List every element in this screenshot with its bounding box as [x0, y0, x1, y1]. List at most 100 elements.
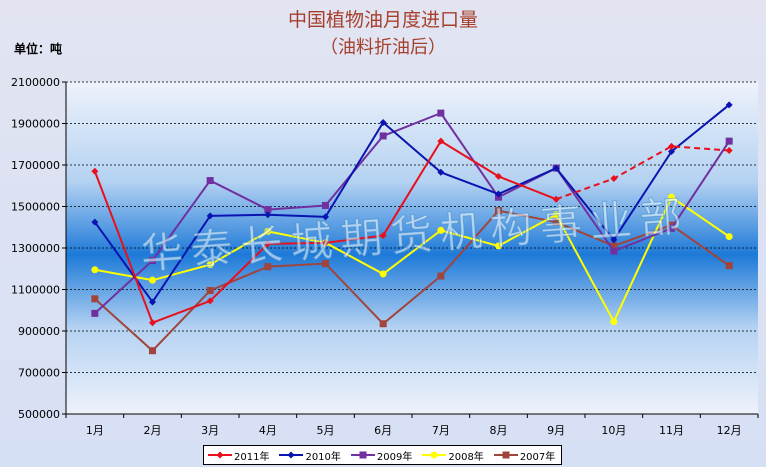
data-point: [379, 118, 387, 126]
x-tick-label: 8月: [490, 424, 508, 437]
data-point: [379, 132, 387, 140]
data-point: [495, 172, 502, 180]
legend-item: 2011年: [208, 448, 269, 463]
legend-swatch: [422, 451, 447, 459]
x-tick-label: 6月: [374, 424, 392, 437]
data-point: [149, 298, 156, 306]
data-point: [437, 109, 445, 117]
legend-label: 2007年: [519, 451, 556, 463]
x-tick-label: 10月: [601, 424, 626, 437]
legend-label: 2008年: [448, 451, 484, 463]
y-tick-label: 1300000: [11, 242, 60, 255]
x-tick-label: 9月: [547, 424, 565, 437]
data-point: [91, 295, 99, 303]
data-point: [91, 167, 99, 175]
legend-label: 2011年: [234, 451, 270, 463]
data-point: [552, 195, 560, 203]
data-point: [379, 232, 387, 240]
data-point: [725, 262, 733, 270]
data-point: [206, 297, 214, 305]
x-tick-label: 2月: [144, 424, 162, 437]
series-2007年: [91, 207, 733, 355]
y-tick-label: 1500000: [11, 201, 60, 214]
legend-swatch: [208, 451, 232, 459]
data-point: [610, 174, 618, 182]
series-line: [94, 209, 730, 352]
series-line-dashed: [555, 145, 730, 201]
data-point: [149, 347, 156, 355]
data-point: [610, 242, 618, 250]
x-tick-label: 4月: [259, 424, 277, 437]
data-point: [264, 211, 272, 219]
data-point: [359, 451, 367, 459]
legend-swatch: [350, 451, 375, 459]
data-point: [216, 451, 224, 459]
data-point: [149, 276, 156, 284]
data-point: [264, 227, 272, 235]
y-tick-label: 1700000: [11, 159, 60, 172]
data-point: [725, 233, 733, 241]
legend-swatch: [493, 451, 518, 459]
data-point: [322, 201, 329, 209]
series-line: [94, 196, 730, 323]
legend: 2011年 2010年 2009年 2008年 2007年: [203, 445, 563, 465]
data-point: [379, 320, 387, 328]
legend-label: 2009年: [376, 451, 413, 463]
data-point: [322, 213, 329, 221]
x-tick-label: 11月: [659, 424, 684, 437]
data-point: [495, 207, 502, 215]
y-tick-label: 500000: [18, 408, 60, 421]
x-tick-label: 12月: [717, 424, 742, 437]
x-axis-ticks: 1月 2月 3月 4月 5月 6月 7月 8月 9月 10月 11月 12月: [65, 414, 759, 437]
y-axis-ticks: 500000 700000 900000 1100000 1300000 1500000 1…: [11, 76, 66, 421]
data-point: [206, 212, 214, 220]
unit-label: 单位：吨: [14, 42, 63, 56]
data-point: [91, 266, 99, 274]
data-point: [206, 287, 214, 295]
series-line: [94, 112, 731, 315]
data-point: [322, 260, 329, 268]
legend-swatch: [279, 451, 304, 459]
series-2008年: [91, 193, 733, 326]
chart-title: 中国植物油月度进口量: [287, 9, 478, 31]
data-point: [495, 242, 502, 250]
series-2009年: [91, 109, 733, 317]
data-point: [725, 101, 733, 109]
data-point: [668, 148, 675, 156]
data-point: [91, 218, 99, 226]
data-point: [264, 206, 272, 214]
series-2010年: [91, 101, 733, 306]
data-point: [437, 272, 445, 280]
data-point: [206, 261, 214, 269]
data-point: [287, 451, 295, 459]
legend-item: 2008年: [422, 448, 484, 463]
x-tick-label: 3月: [201, 424, 219, 437]
data-point: [437, 168, 445, 176]
y-tick-label: 700000: [18, 367, 60, 380]
series-2011年: [91, 137, 733, 327]
legend-label: 2010年: [305, 451, 341, 463]
x-tick-label: 7月: [432, 424, 450, 437]
data-point: [206, 177, 214, 185]
data-point: [437, 226, 445, 234]
series-lines: [91, 101, 733, 355]
data-point: [725, 137, 733, 145]
data-point: [552, 218, 560, 226]
y-tick-label: 2100000: [11, 76, 60, 89]
legend-item: 2007年: [493, 448, 556, 463]
data-point: [552, 211, 560, 219]
data-point: [430, 451, 438, 459]
data-point: [322, 239, 329, 247]
data-point: [149, 319, 156, 327]
y-tick-label: 900000: [18, 325, 60, 338]
data-point: [91, 309, 99, 317]
legend-item: 2010年: [279, 448, 341, 463]
data-point: [668, 193, 675, 201]
x-tick-label: 5月: [317, 424, 335, 437]
data-point: [264, 240, 272, 248]
y-tick-label: 1100000: [11, 284, 60, 297]
data-point: [610, 236, 618, 244]
data-point: [668, 224, 675, 232]
data-point: [264, 263, 272, 271]
